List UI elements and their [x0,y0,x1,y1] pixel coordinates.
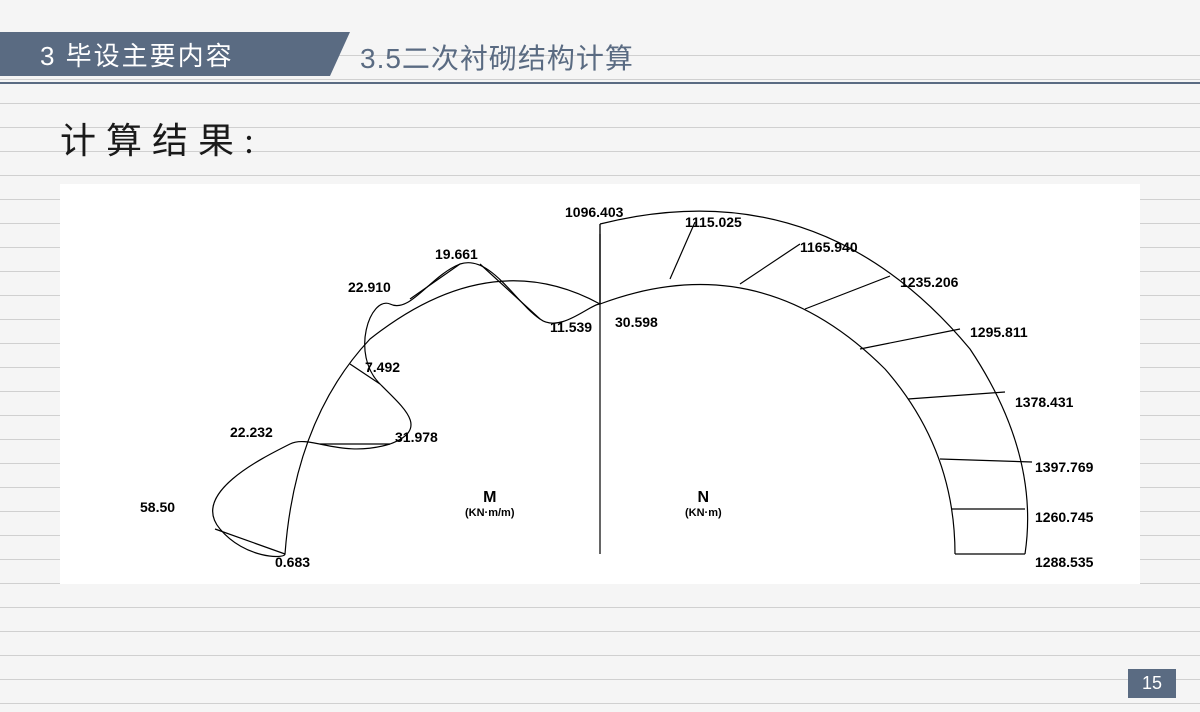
diagram-value-label: 1235.206 [900,274,958,290]
slide-header: 3 毕设主要内容 3.5二次衬砌结构计算 [0,32,1200,82]
diagram-value-label: 58.50 [140,499,175,515]
diagram-value-label: 7.492 [365,359,400,375]
header-right-label: 3.5二次衬砌结构计算 [360,37,634,77]
diagram-value-label: 1295.811 [970,324,1028,340]
diagram-value-label: 1115.025 [685,214,742,230]
page-number: 15 [1128,669,1176,698]
diagram-value-label: 1260.745 [1035,509,1093,525]
header-left-label: 3 毕设主要内容 [0,32,350,76]
diagram-value-label: 0.683 [275,554,310,570]
diagram-value-label: 31.978 [395,429,438,445]
axis-label: N(KN·m) [685,489,722,519]
diagram-value-label: 11.539 [550,319,592,335]
diagram-value-label: 1378.431 [1015,394,1073,410]
axis-label: M(KN·m/m) [465,489,515,519]
diagram-value-label: 22.232 [230,424,273,440]
diagram-value-label: 30.598 [615,314,658,330]
diagram-value-label: 1096.403 [565,204,623,220]
diagram-svg [60,184,1140,584]
header-underline [0,82,1200,84]
diagram-value-label: 1288.535 [1035,554,1093,570]
subtitle: 计算结果: [60,112,1200,164]
diagram-value-label: 19.661 [435,246,478,262]
diagram-container: 19.661 22.910 11.539 7.492 31.978 22.232 58.50… [60,184,1140,584]
diagram-value-label: 22.910 [348,279,391,295]
diagram-value-label: 1165.940 [800,239,858,255]
diagram-value-label: 1397.769 [1035,459,1093,475]
